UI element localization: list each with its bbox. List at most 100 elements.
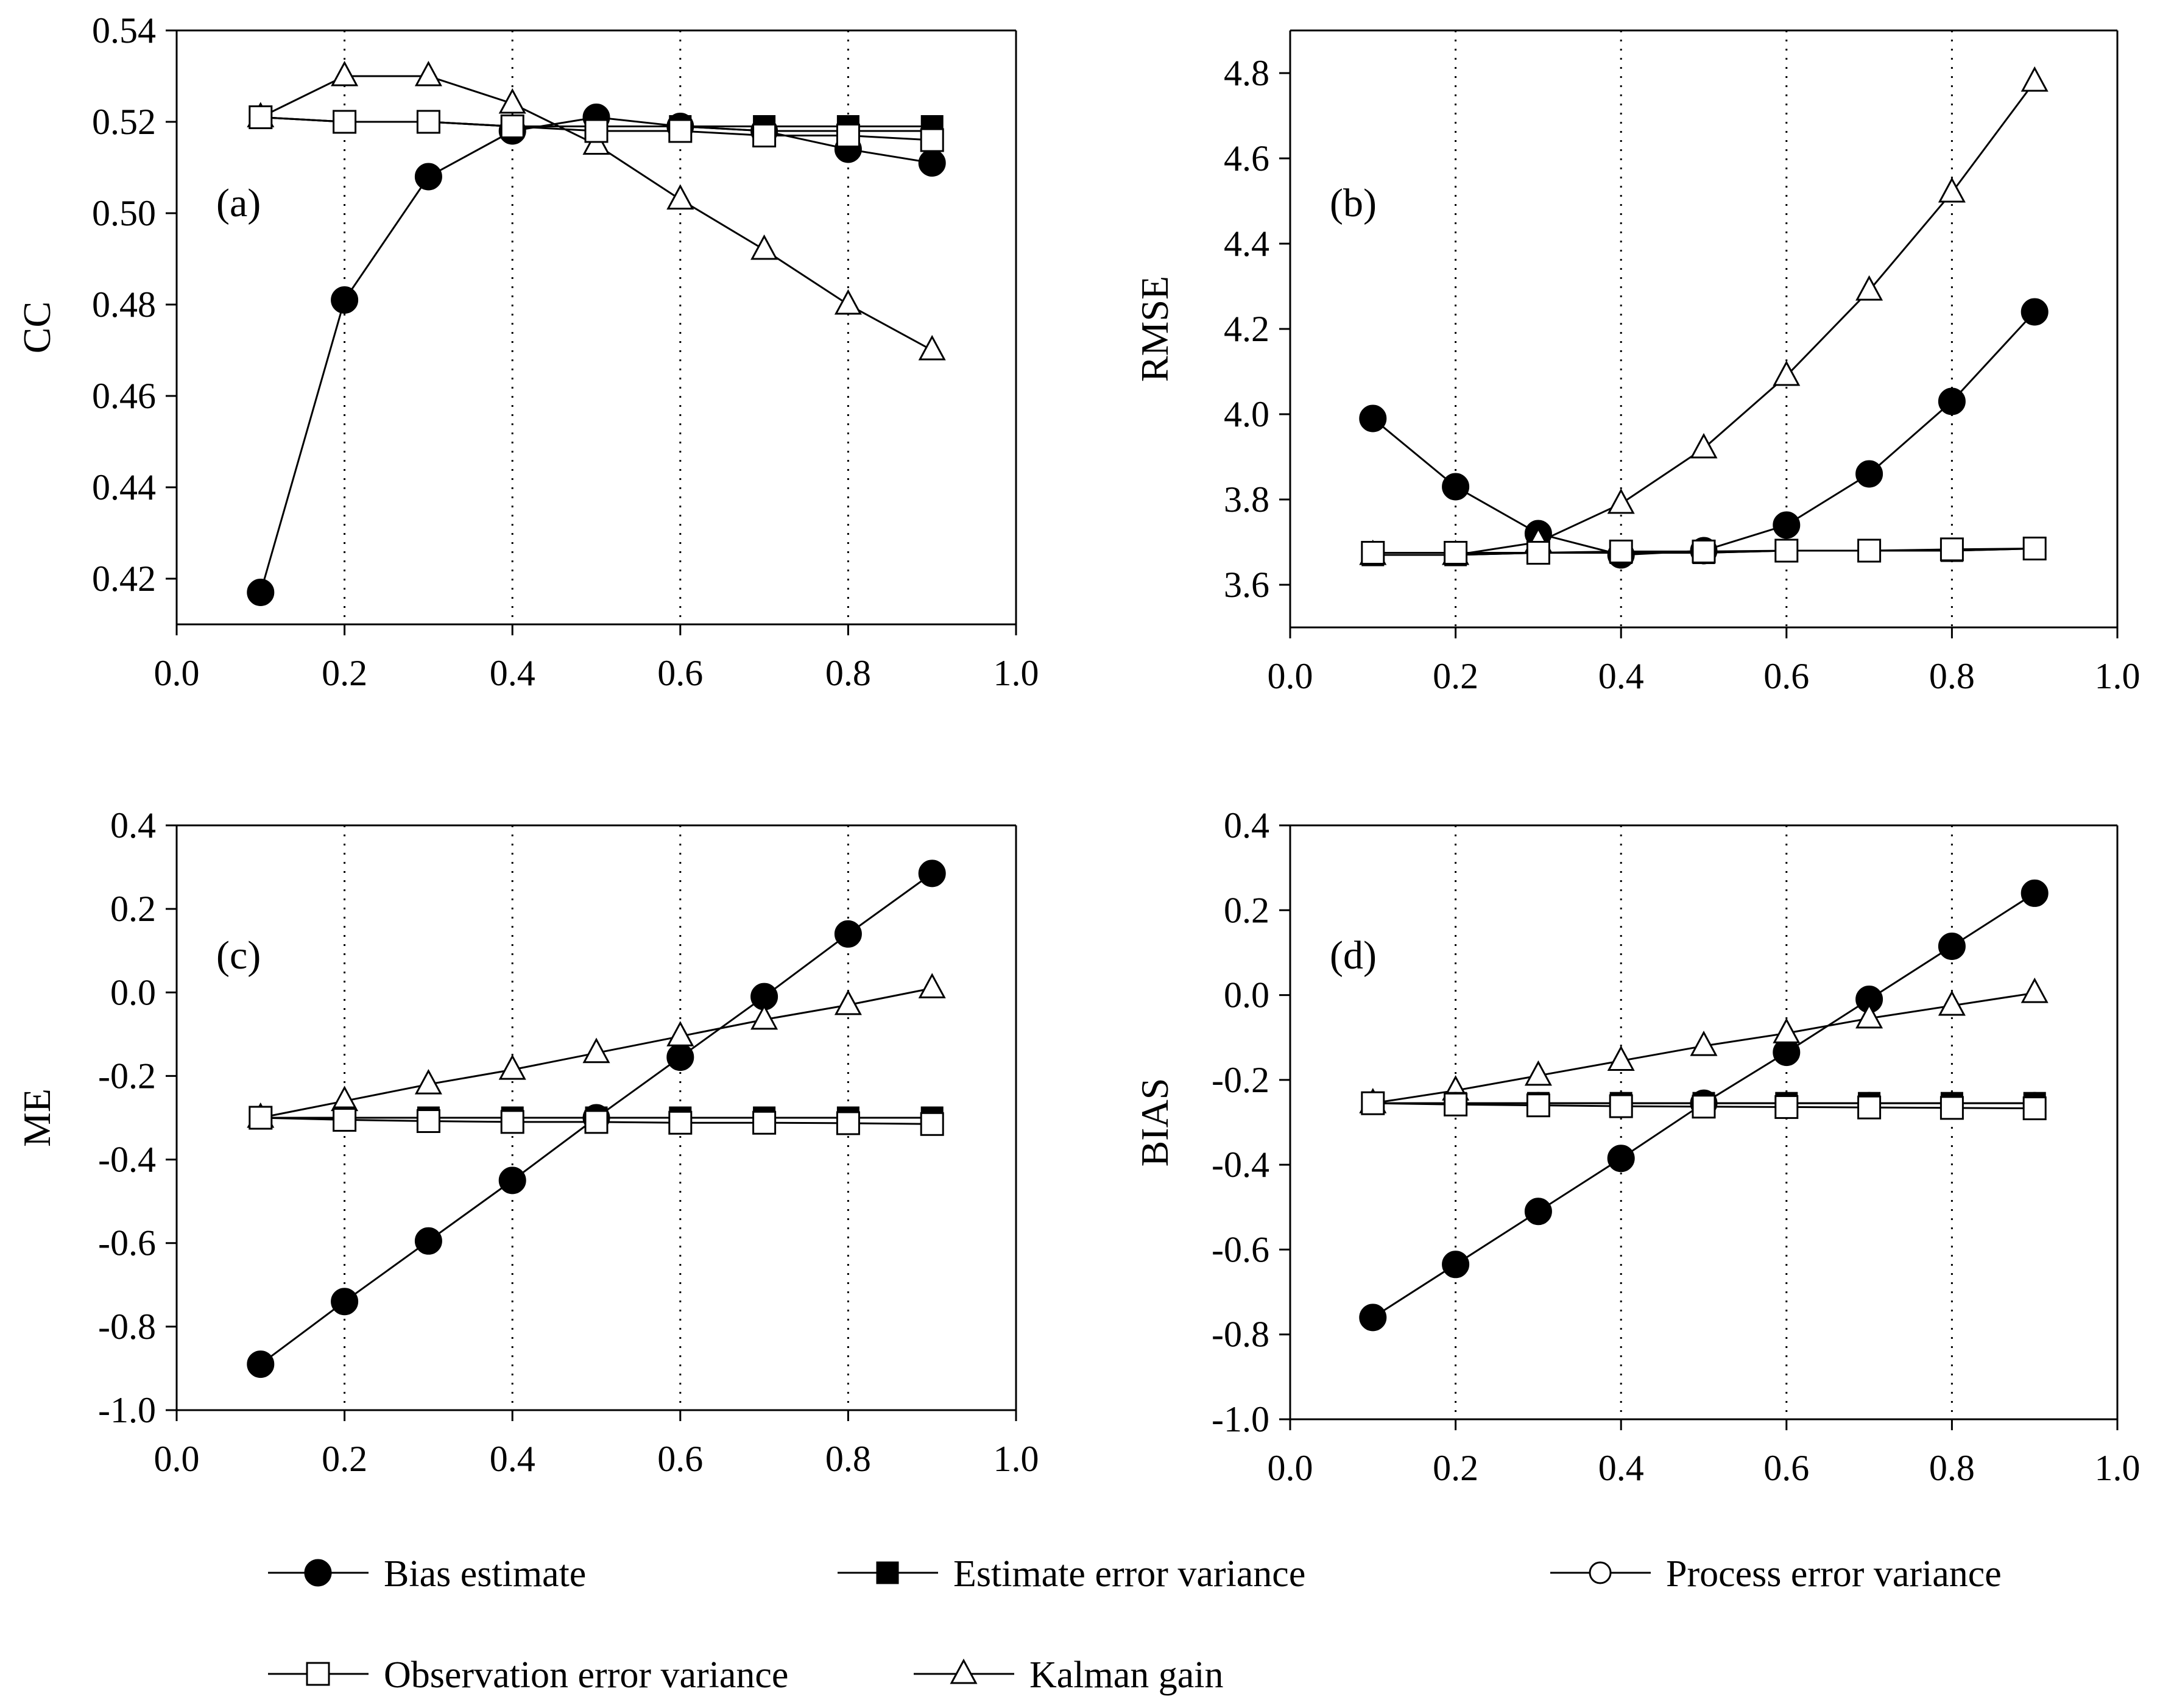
data-point-kal	[1690, 432, 1718, 459]
data-point-kal	[1938, 177, 1966, 203]
y-tick-label: 0.54	[92, 10, 156, 51]
data-point-obs	[249, 1106, 273, 1130]
data-point-obs	[1609, 539, 1633, 563]
x-tick-label: 0.0	[1268, 656, 1313, 696]
x-tick-label: 0.8	[1929, 1448, 1975, 1488]
x-tick-label: 0.0	[154, 653, 200, 693]
series-bias	[1359, 298, 2049, 569]
y-axis-title: CC	[15, 302, 58, 353]
y-tick-label: -0.2	[1212, 1060, 1269, 1100]
data-point-obs	[1692, 1095, 1716, 1119]
x-tick-label: 0.0	[154, 1439, 200, 1479]
data-point-obs	[1774, 538, 1799, 563]
y-tick-label: 0.2	[1224, 890, 1269, 930]
data-point-kal	[750, 1004, 778, 1030]
y-tick-label: 0.50	[92, 193, 156, 233]
series-obs	[1361, 1091, 2047, 1121]
data-point-obs	[1361, 1091, 1385, 1115]
panel-tag: (d)	[1330, 933, 1377, 978]
data-point-kal	[666, 184, 694, 210]
y-tick-label: 3.6	[1224, 565, 1269, 605]
y-tick-label: 0.0	[1224, 975, 1269, 1015]
panel-c: -1.0 -0.8 -0.6 -0.4 -0.2 0.0 0.2 0.4 0.0 0.2 0.4 0.…	[15, 805, 1039, 1479]
x-tick-label: 0.4	[490, 653, 535, 693]
data-point-bias	[1938, 932, 1966, 960]
data-point-bias	[918, 149, 946, 177]
data-point-bias	[1773, 1039, 1801, 1067]
data-point-kal	[1938, 990, 1966, 1016]
data-point-obs	[920, 1112, 944, 1136]
y-tick-label: -1.0	[1212, 1399, 1269, 1439]
data-point-kal	[918, 334, 946, 361]
y-tick-label: 0.2	[110, 889, 156, 929]
x-tick-label: 0.4	[490, 1439, 535, 1479]
y-tick-label: 0.4	[110, 805, 156, 845]
data-point-obs	[1857, 1095, 1882, 1120]
data-point-kal	[1690, 1030, 1718, 1056]
x-tick-label: 1.0	[994, 1439, 1039, 1479]
data-point-kal	[750, 234, 778, 260]
y-tick-label: 4.4	[1224, 224, 1269, 264]
data-point-obs	[1939, 1096, 1964, 1120]
x-tick-label: 1.0	[2095, 1448, 2141, 1488]
x-tick-label: 1.0	[994, 653, 1039, 693]
legend-marker-obs	[306, 1662, 330, 1686]
x-tick-label: 0.2	[1433, 1448, 1478, 1488]
panels: 0.42 0.44 0.46 0.48 0.50 0.52 0.54 0.0 0.2 0.4 0.6…	[15, 10, 2141, 1488]
x-tick-label: 0.8	[825, 1439, 871, 1479]
x-tick-label: 0.2	[1433, 656, 1478, 696]
y-tick-label: 0.44	[92, 467, 156, 507]
data-point-kal	[498, 1054, 526, 1080]
y-tick-label: 4.2	[1224, 309, 1269, 349]
data-point-bias	[2021, 298, 2049, 326]
series-obs	[249, 1106, 944, 1136]
y-tick-label: 3.8	[1224, 479, 1269, 520]
y-axis-title: ME	[15, 1089, 58, 1147]
data-point-bias	[414, 163, 442, 191]
series-obs	[1361, 537, 2047, 565]
panel-b: 3.6 3.8 4.0 4.2 4.4 4.6 4.8 0.0 0.2 0.4 0.6 0.8 1.0 R…	[1133, 29, 2141, 696]
legend-label: Estimate error variance	[953, 1553, 1305, 1595]
panel-tag: (a)	[216, 181, 261, 225]
data-point-obs	[836, 124, 860, 147]
data-point-kal	[1607, 1045, 1635, 1071]
data-point-obs	[1444, 541, 1468, 565]
data-point-obs	[333, 1107, 357, 1132]
x-tick-label: 0.8	[825, 653, 871, 693]
data-point-kal	[1855, 1003, 1883, 1029]
x-tick-label: 0.6	[1763, 1448, 1809, 1488]
y-tick-label: -0.4	[98, 1140, 156, 1180]
x-tick-label: 0.6	[657, 653, 703, 693]
legend-label: Process error variance	[1666, 1553, 2002, 1595]
legend-marker-bias	[304, 1559, 332, 1587]
data-point-obs	[1692, 539, 1716, 563]
y-tick-label: 4.0	[1224, 394, 1269, 434]
y-tick-label: 0.46	[92, 376, 156, 416]
data-point-kal	[834, 989, 862, 1015]
data-point-obs	[1444, 1092, 1468, 1117]
data-point-bias	[1938, 387, 1966, 415]
data-point-kal	[2021, 977, 2049, 1003]
legend-label: Kalman gain	[1029, 1654, 1224, 1696]
legend-item-kal: Kalman gain	[914, 1654, 1224, 1696]
data-point-bias	[666, 1043, 694, 1071]
series-obs	[249, 105, 944, 152]
y-tick-label: -0.4	[1212, 1145, 1269, 1185]
y-tick-label: 0.48	[92, 284, 156, 325]
data-point-kal	[666, 1021, 694, 1046]
data-point-obs	[2022, 1096, 2047, 1121]
data-point-bias	[834, 920, 862, 948]
data-point-kal	[1773, 1018, 1801, 1043]
y-tick-label: 4.6	[1224, 138, 1269, 178]
data-point-obs	[1857, 538, 1882, 563]
data-point-bias	[1442, 1251, 1470, 1279]
x-tick-label: 0.8	[1929, 656, 1975, 696]
data-point-bias	[1855, 460, 1883, 488]
x-tick-label: 0.4	[1598, 1448, 1644, 1488]
x-tick-label: 0.2	[322, 1439, 367, 1479]
data-point-bias	[498, 1166, 526, 1195]
data-point-obs	[500, 115, 524, 138]
legend-marker-est	[876, 1561, 899, 1584]
